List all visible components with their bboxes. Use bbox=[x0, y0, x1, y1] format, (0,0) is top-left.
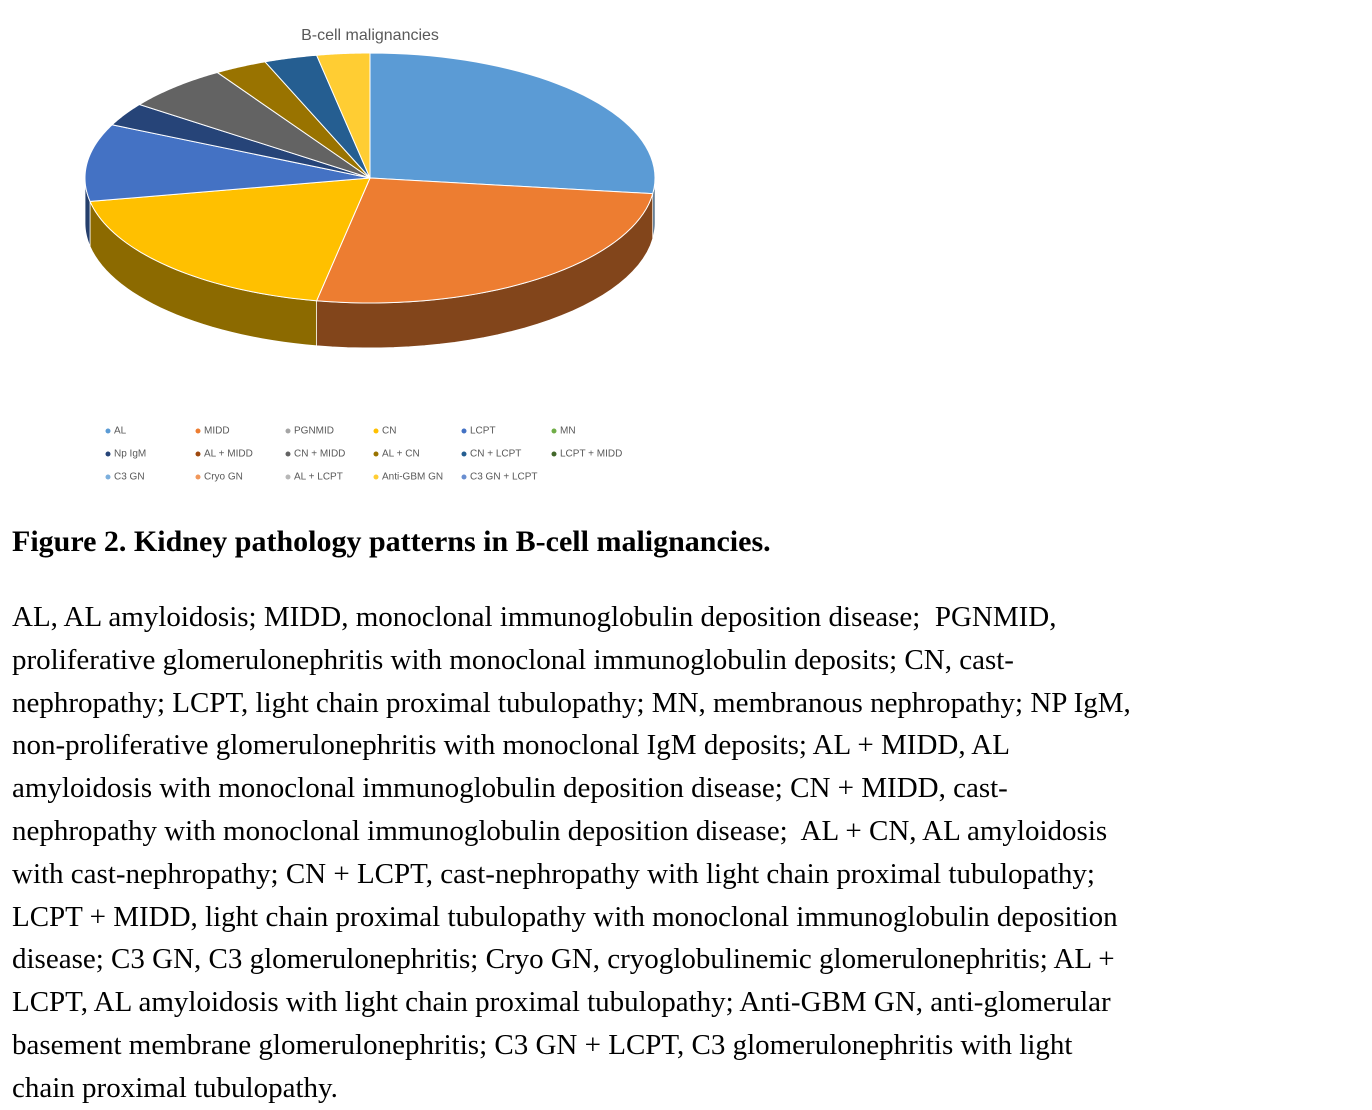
legend-label: LCPT + MIDD bbox=[560, 449, 622, 460]
legend-label: AL + LCPT bbox=[294, 472, 343, 483]
caption-line: basement membrane glomerulonephritis; C3… bbox=[12, 1028, 1073, 1061]
legend-label: C3 GN + LCPT bbox=[470, 472, 538, 483]
caption-line: AL, AL amyloidosis; MIDD, monoclonal imm… bbox=[12, 601, 1057, 633]
legend-swatch bbox=[105, 474, 111, 480]
legend-swatch bbox=[195, 428, 201, 434]
legend-label: AL bbox=[114, 426, 127, 437]
legend-swatch bbox=[373, 474, 379, 480]
slice bbox=[111, 103, 371, 179]
legend-swatch bbox=[461, 428, 467, 434]
legend-label: LCPT bbox=[470, 426, 496, 437]
legend-label: AL + CN bbox=[382, 449, 420, 460]
legend-swatch bbox=[105, 428, 111, 434]
legend-swatch bbox=[285, 428, 291, 434]
chart-title: B-cell malignancies bbox=[301, 27, 439, 44]
legend-label: MN bbox=[560, 426, 576, 437]
caption-body: AL, AL amyloidosis; MIDD, monoclonal imm… bbox=[12, 596, 1362, 1110]
legend-label: C3 GN bbox=[114, 472, 145, 483]
legend-swatch bbox=[195, 474, 201, 480]
caption-line: nephropathy; LCPT, light chain proximal … bbox=[12, 686, 1131, 719]
legend-label: Anti-GBM GN bbox=[382, 472, 443, 483]
legend-label: CN bbox=[382, 426, 396, 437]
legend-swatch bbox=[105, 451, 111, 457]
legend-swatch bbox=[373, 451, 379, 457]
slice bbox=[369, 52, 656, 195]
legend-swatch bbox=[461, 474, 467, 480]
legend-label: Cryo GN bbox=[204, 472, 243, 483]
legend-label: MIDD bbox=[204, 426, 230, 437]
legend-label: Np IgM bbox=[114, 449, 146, 460]
caption-line: with cast-nephropathy; CN + LCPT, cast-n… bbox=[12, 857, 1095, 890]
legend-label: CN + LCPT bbox=[470, 449, 521, 460]
legend-label: PGNMID bbox=[294, 426, 334, 437]
legend-swatch bbox=[285, 474, 291, 480]
caption: Figure 2. Kidney pathology patterns in B… bbox=[12, 522, 1362, 1110]
slice bbox=[138, 71, 371, 179]
caption-line: chain proximal tubulopathy. bbox=[12, 1071, 338, 1104]
legend-swatch bbox=[285, 451, 291, 457]
legend-label: CN + MIDD bbox=[294, 449, 345, 460]
legend-swatch bbox=[551, 428, 557, 434]
slice bbox=[264, 54, 371, 179]
chart: B-cell malignancies AL MIDD PGNMID CN LCPT MN… bbox=[84, 27, 656, 483]
legend-swatch bbox=[551, 451, 557, 457]
legend-swatch bbox=[373, 428, 379, 434]
slice bbox=[315, 177, 654, 304]
caption-line: LCPT, AL amyloidosis with light chain pr… bbox=[12, 986, 1111, 1019]
legend-swatch bbox=[195, 451, 201, 457]
slice bbox=[216, 61, 371, 179]
slice bbox=[89, 177, 371, 302]
legend-swatch bbox=[461, 451, 467, 457]
slice bbox=[84, 124, 371, 202]
caption-line: nephropathy with monoclonal immunoglobul… bbox=[12, 814, 1108, 847]
caption-line: amyloidosis with monoclonal immunoglobul… bbox=[12, 772, 1008, 805]
caption-title: Figure 2. Kidney pathology patterns in B… bbox=[12, 525, 771, 558]
caption-line: proliferative glomerulonephritis with mo… bbox=[12, 643, 1014, 676]
caption-line: LCPT + MIDD, light chain proximal tubulo… bbox=[12, 900, 1118, 933]
legend-label: AL + MIDD bbox=[204, 449, 253, 460]
slice bbox=[315, 52, 371, 179]
caption-line: non-proliferative glomerulonephritis wit… bbox=[12, 729, 1010, 762]
caption-line: disease; C3 GN, C3 glomerulonephritis; C… bbox=[12, 943, 1115, 976]
